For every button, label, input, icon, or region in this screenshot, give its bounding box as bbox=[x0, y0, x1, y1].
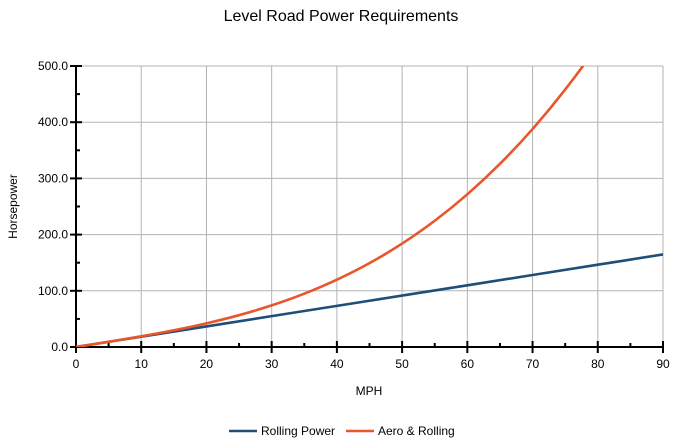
y-tick-label: 0.0 bbox=[51, 340, 68, 354]
x-tick-label: 20 bbox=[200, 357, 214, 371]
x-tick-label: 30 bbox=[265, 357, 279, 371]
y-tick-label: 300.0 bbox=[38, 171, 68, 185]
x-tick-label: 0 bbox=[73, 357, 80, 371]
legend: Rolling Power Aero & Rolling bbox=[229, 424, 455, 438]
x-tick-label: 40 bbox=[330, 357, 344, 371]
y-tick-label: 500.0 bbox=[38, 59, 68, 73]
chart-title: Level Road Power Requirements bbox=[224, 8, 459, 25]
x-tick-label: 90 bbox=[656, 357, 670, 371]
axes bbox=[75, 66, 663, 348]
y-axis-label: Horsepower bbox=[6, 174, 20, 239]
series-line-aero-rolling bbox=[76, 66, 585, 347]
x-tick-label: 60 bbox=[461, 357, 475, 371]
legend-label-aero-rolling: Aero & Rolling bbox=[378, 424, 455, 438]
x-tick-label: 80 bbox=[591, 357, 605, 371]
y-tick-label: 400.0 bbox=[38, 115, 68, 129]
x-tick-label: 70 bbox=[526, 357, 540, 371]
x-tick-label: 50 bbox=[395, 357, 409, 371]
grid bbox=[76, 65, 664, 347]
ticks: 0.0 100.0 200.0 300.0 400.0 500.0 0 10 20 30 40 50 6… bbox=[38, 59, 670, 371]
y-tick-label: 200.0 bbox=[38, 228, 68, 242]
x-axis-label: MPH bbox=[356, 384, 383, 398]
series-group bbox=[76, 66, 663, 347]
legend-label-rolling-power: Rolling Power bbox=[261, 424, 335, 438]
x-tick-label: 10 bbox=[135, 357, 149, 371]
y-tick-label: 100.0 bbox=[38, 284, 68, 298]
